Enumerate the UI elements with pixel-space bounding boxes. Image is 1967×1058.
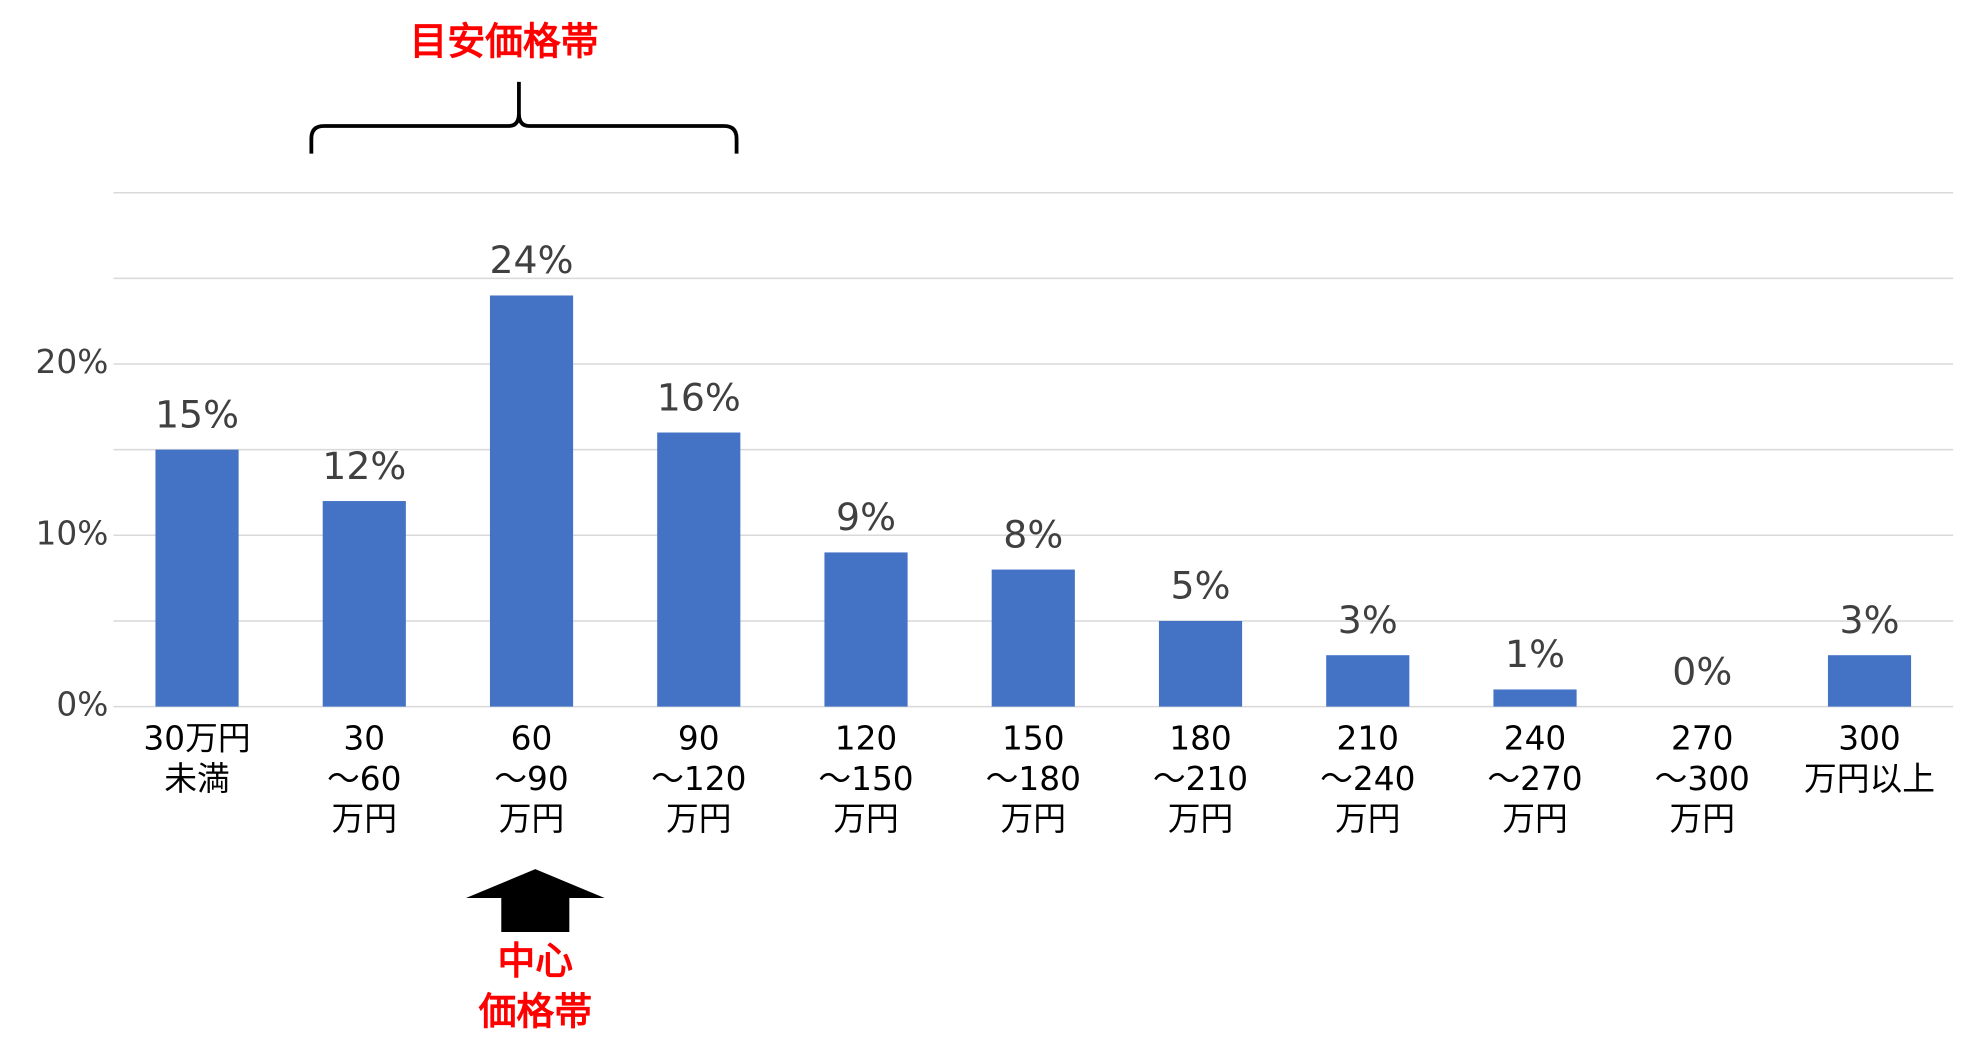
bracket (309, 81, 739, 154)
x-tick-label: 120 (835, 720, 898, 758)
x-tick-label: ～180 (986, 760, 1081, 798)
bar (824, 552, 908, 707)
value-label: 5% (1171, 564, 1231, 608)
x-tick-label: 万円 (1670, 800, 1736, 838)
x-tick-label: 万円 (499, 800, 565, 838)
x-tick-label: 180 (1169, 720, 1232, 758)
value-label: 1% (1505, 632, 1565, 676)
bar (991, 569, 1075, 707)
value-label: 15% (155, 392, 239, 436)
x-tick-label: ～300 (1655, 760, 1750, 798)
x-tick-label: 万円 (833, 800, 899, 838)
value-label: 0% (1672, 649, 1732, 693)
x-tick-label: 90 (678, 720, 720, 758)
x-tick-label: 万円 (1001, 800, 1067, 838)
x-tick-label: 150 (1002, 720, 1065, 758)
value-label: 16% (657, 375, 741, 419)
bar (657, 432, 741, 707)
value-label: 12% (322, 444, 406, 488)
bar (1827, 655, 1912, 707)
x-tick-label: 万円 (666, 800, 732, 838)
x-tick-label: 万円 (332, 800, 398, 838)
x-tick-label: 60 (511, 720, 553, 758)
x-tick-label: 300 (1838, 720, 1901, 758)
x-tick-label: 万円 (1168, 800, 1234, 838)
x-tick-label: ～240 (1320, 760, 1415, 798)
x-tick-label: ～120 (651, 760, 746, 798)
x-tick-label: 210 (1337, 720, 1400, 758)
y-tick-label: 10% (36, 514, 109, 552)
x-tick-label: 240 (1504, 720, 1567, 758)
x-tick-label: 270 (1671, 720, 1734, 758)
bar (155, 449, 239, 707)
arrow (466, 869, 605, 933)
bar (489, 295, 574, 707)
x-tick-label: 30万円 (143, 720, 250, 758)
value-label: 3% (1338, 598, 1398, 642)
x-tick-label: ～270 (1487, 760, 1582, 798)
bar (1493, 689, 1577, 707)
y-tick-label: 0% (56, 686, 108, 724)
x-tick-label: ～210 (1153, 760, 1248, 798)
x-tick-label: 30 (343, 720, 385, 758)
x-tick-label: 万円以上 (1804, 760, 1935, 798)
x-tick-label: ～90 (494, 760, 568, 798)
value-label: 24% (490, 238, 574, 282)
bar (1158, 620, 1243, 707)
x-tick-label: ～60 (327, 760, 401, 798)
y-tick-label: 20% (36, 343, 109, 381)
bar (322, 501, 406, 707)
value-label: 8% (1003, 512, 1063, 556)
range-annotation: 目安価格帯 (410, 20, 599, 64)
x-tick-label: 万円 (1335, 800, 1401, 838)
bar (1326, 655, 1410, 707)
x-tick-label: ～150 (818, 760, 913, 798)
center-annotation: 価格帯 (478, 989, 592, 1033)
center-annotation: 中心 (498, 939, 574, 983)
value-label: 9% (836, 495, 896, 539)
value-label: 3% (1840, 598, 1900, 642)
x-tick-label: 未満 (164, 760, 230, 798)
x-tick-label: 万円 (1502, 800, 1568, 838)
